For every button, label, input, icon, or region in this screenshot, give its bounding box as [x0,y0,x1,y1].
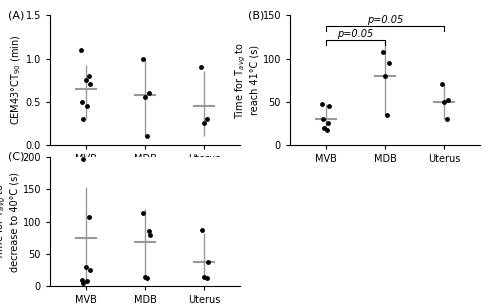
Y-axis label: Time for T$_{avg}$ to
reach 41°C (s): Time for T$_{avg}$ to reach 41°C (s) [234,42,260,119]
Text: p=0.05: p=0.05 [367,15,403,25]
Y-axis label: CEM43°CT$_{90}$ (min): CEM43°CT$_{90}$ (min) [9,35,23,125]
Text: (B): (B) [248,10,264,20]
Text: (A): (A) [8,10,24,20]
Text: (C): (C) [8,152,24,162]
Y-axis label: Time for T$_{avg}$ to
decrease to 40°C (s): Time for T$_{avg}$ to decrease to 40°C (… [0,172,20,272]
Text: p=0.05: p=0.05 [337,29,374,39]
